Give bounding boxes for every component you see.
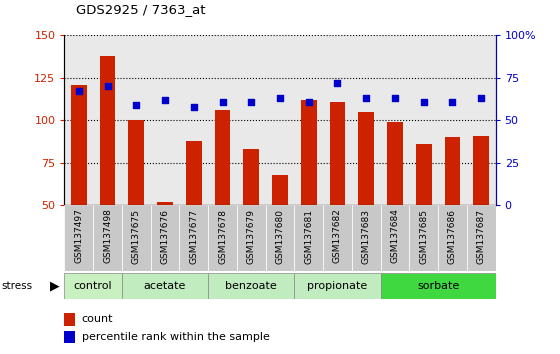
Text: propionate: propionate bbox=[307, 281, 367, 291]
Point bbox=[161, 97, 170, 103]
Text: GDS2925 / 7363_at: GDS2925 / 7363_at bbox=[76, 3, 205, 16]
Bar bbox=[352, 205, 381, 271]
Text: GSM137678: GSM137678 bbox=[218, 209, 227, 264]
Bar bbox=[416, 144, 432, 205]
Text: GSM137679: GSM137679 bbox=[247, 209, 256, 264]
Text: GSM137677: GSM137677 bbox=[189, 209, 198, 264]
Point bbox=[74, 88, 83, 94]
Text: count: count bbox=[82, 314, 113, 325]
Text: GSM137497: GSM137497 bbox=[74, 209, 83, 263]
Bar bbox=[265, 35, 295, 205]
Bar bbox=[179, 35, 208, 205]
Bar bbox=[151, 205, 179, 271]
Bar bbox=[186, 141, 202, 205]
Bar bbox=[208, 205, 237, 271]
Bar bbox=[467, 205, 496, 271]
Bar bbox=[237, 205, 265, 271]
Bar bbox=[214, 110, 230, 205]
Bar bbox=[352, 35, 381, 205]
Bar bbox=[381, 273, 496, 299]
Text: sorbate: sorbate bbox=[417, 281, 459, 291]
Bar bbox=[438, 205, 467, 271]
Bar bbox=[295, 273, 381, 299]
Point bbox=[132, 102, 141, 108]
Bar bbox=[151, 35, 179, 205]
Text: ▶: ▶ bbox=[50, 279, 60, 292]
Point bbox=[218, 99, 227, 104]
Text: GSM137685: GSM137685 bbox=[419, 209, 428, 264]
Bar bbox=[295, 205, 323, 271]
Text: GSM137680: GSM137680 bbox=[276, 209, 284, 264]
Bar bbox=[358, 112, 374, 205]
Bar bbox=[122, 35, 151, 205]
Text: GSM137676: GSM137676 bbox=[161, 209, 170, 264]
Bar bbox=[179, 205, 208, 271]
Bar bbox=[208, 273, 295, 299]
Bar bbox=[445, 137, 460, 205]
Bar bbox=[93, 35, 122, 205]
Bar bbox=[330, 102, 346, 205]
Point bbox=[304, 99, 313, 104]
Bar bbox=[64, 35, 93, 205]
Text: benzoate: benzoate bbox=[225, 281, 277, 291]
Bar bbox=[64, 331, 75, 343]
Bar bbox=[438, 35, 467, 205]
Bar bbox=[237, 35, 265, 205]
Bar bbox=[272, 175, 288, 205]
Bar bbox=[323, 35, 352, 205]
Bar bbox=[100, 56, 115, 205]
Bar bbox=[467, 35, 496, 205]
Bar bbox=[473, 136, 489, 205]
Bar bbox=[244, 149, 259, 205]
Point bbox=[189, 104, 198, 110]
Bar bbox=[64, 205, 93, 271]
Text: stress: stress bbox=[1, 281, 32, 291]
Bar bbox=[387, 122, 403, 205]
Text: GSM137675: GSM137675 bbox=[132, 209, 141, 264]
Bar bbox=[71, 85, 87, 205]
Bar bbox=[295, 35, 323, 205]
Text: GSM137498: GSM137498 bbox=[103, 209, 112, 263]
Point bbox=[448, 99, 457, 104]
Bar bbox=[128, 120, 144, 205]
Text: acetate: acetate bbox=[144, 281, 186, 291]
Bar bbox=[157, 202, 173, 205]
Bar bbox=[409, 35, 438, 205]
Text: GSM137684: GSM137684 bbox=[390, 209, 399, 263]
Text: GSM137682: GSM137682 bbox=[333, 209, 342, 263]
Bar bbox=[64, 273, 122, 299]
Point bbox=[276, 96, 284, 101]
Bar bbox=[323, 205, 352, 271]
Bar bbox=[122, 273, 208, 299]
Point bbox=[103, 84, 112, 89]
Text: GSM137683: GSM137683 bbox=[362, 209, 371, 264]
Point bbox=[477, 96, 486, 101]
Bar bbox=[64, 313, 75, 326]
Point bbox=[419, 99, 428, 104]
Bar bbox=[381, 205, 409, 271]
Bar bbox=[409, 205, 438, 271]
Text: percentile rank within the sample: percentile rank within the sample bbox=[82, 332, 269, 342]
Bar bbox=[265, 205, 295, 271]
Bar bbox=[122, 205, 151, 271]
Point bbox=[362, 96, 371, 101]
Bar bbox=[208, 35, 237, 205]
Text: control: control bbox=[74, 281, 113, 291]
Text: GSM137687: GSM137687 bbox=[477, 209, 486, 264]
Bar bbox=[301, 100, 316, 205]
Text: GSM137681: GSM137681 bbox=[304, 209, 313, 264]
Point bbox=[333, 80, 342, 86]
Point bbox=[390, 96, 399, 101]
Text: GSM137686: GSM137686 bbox=[448, 209, 457, 264]
Point bbox=[247, 99, 256, 104]
Bar bbox=[381, 35, 409, 205]
Bar bbox=[93, 205, 122, 271]
